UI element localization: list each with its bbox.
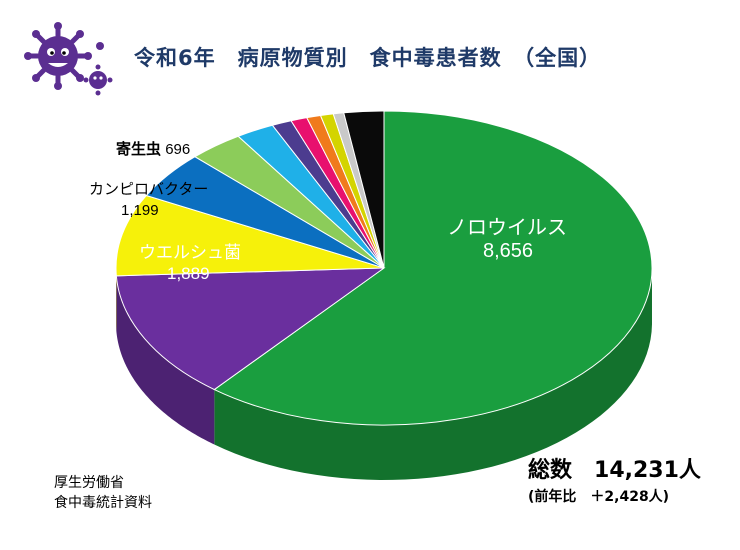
label-norovirus-name: ノロウイルス	[447, 217, 567, 239]
label-parasite-name: 寄生虫	[116, 141, 162, 158]
total-label: 総数	[528, 458, 573, 483]
pie-slice-labeled-2	[115, 194, 385, 277]
source-line-1: 厚生労働省	[54, 475, 124, 491]
virus-mascot-icon	[24, 22, 113, 96]
source-line-2: 食中毒統計資料	[54, 495, 152, 511]
source-note: 厚生労働省 食中毒統計資料	[54, 473, 152, 513]
label-campylobacter-value: 1,199	[121, 202, 159, 219]
label-parasite-value: 696	[165, 141, 191, 158]
label-welchii-value: 1,889	[167, 264, 210, 283]
chart-title: 令和6年 病原物質別 食中毒患者数 （全国）	[134, 46, 602, 70]
pie-slice-labeled-1	[115, 267, 386, 391]
label-parasite: 寄生虫 696	[116, 138, 190, 159]
pie-slice-other-7	[343, 110, 385, 269]
pie-side-labeled-1	[116, 275, 215, 445]
total-value: 14,231人	[594, 458, 701, 483]
pie-slice-labeled-0	[213, 110, 653, 426]
label-welchii-name: ウエルシュ菌	[139, 243, 241, 262]
total-count: 総数 14,231人	[528, 452, 701, 484]
label-campylobacter-name: カンピロバクター	[89, 181, 209, 198]
year-over-year: (前年比 ＋2,428人)	[528, 489, 670, 505]
label-norovirus-value: 8,656	[483, 240, 534, 262]
pie-side-labeled-0	[214, 269, 652, 480]
